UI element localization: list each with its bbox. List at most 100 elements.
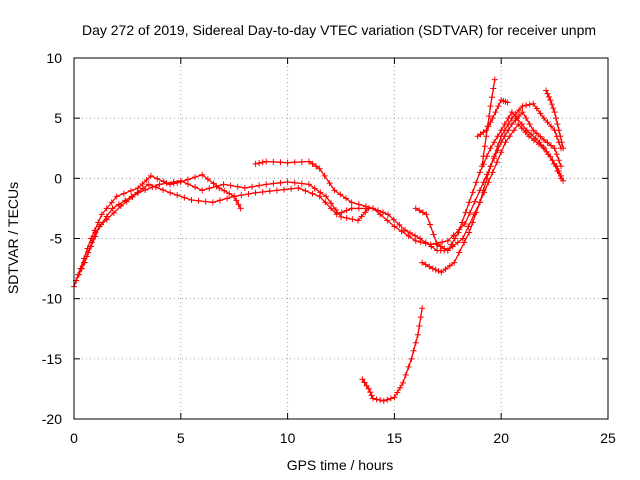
data-point (417, 314, 424, 321)
data-point (234, 183, 241, 190)
data-point (342, 195, 349, 202)
data-point (545, 151, 552, 158)
data-point (504, 99, 511, 106)
data-point (560, 177, 567, 184)
data-point (359, 376, 366, 383)
data-point (459, 235, 466, 242)
data-point (277, 159, 284, 166)
data-point (380, 397, 387, 404)
data-point (548, 142, 555, 149)
data-point (530, 100, 537, 107)
data-point (88, 243, 95, 250)
data-point (177, 177, 184, 184)
data-point (349, 216, 356, 223)
data-point (147, 172, 154, 179)
data-point (430, 231, 437, 238)
data-point (256, 182, 263, 189)
x-axis-label: GPS time / hours (287, 457, 394, 473)
data-point (213, 183, 220, 190)
data-point (455, 229, 462, 236)
data-point (305, 158, 312, 165)
data-point (419, 259, 426, 266)
data-point (108, 199, 115, 206)
data-point (490, 85, 497, 92)
data-point (416, 207, 423, 214)
data-point (435, 267, 442, 274)
data-point (481, 189, 488, 196)
data-point (557, 133, 564, 140)
data-point (316, 165, 323, 172)
data-point (139, 180, 146, 187)
data-point (402, 227, 409, 234)
data-point (480, 153, 487, 160)
data-point (422, 261, 429, 268)
data-point (492, 109, 499, 116)
data-point (491, 76, 498, 83)
data-point (417, 235, 424, 242)
data-point (553, 115, 560, 122)
data-point (199, 187, 206, 194)
data-point (245, 190, 252, 197)
data-point (489, 115, 496, 122)
data-point (252, 189, 259, 196)
data-point (266, 188, 273, 195)
data-point (323, 193, 330, 200)
series-track-6 (419, 121, 567, 276)
data-point (363, 382, 370, 389)
data-point (142, 186, 149, 193)
data-point (377, 397, 384, 404)
data-point (456, 249, 463, 256)
data-point (227, 182, 234, 189)
data-point (184, 180, 191, 187)
data-point (519, 103, 526, 110)
data-point (163, 180, 170, 187)
series-track-8 (478, 76, 498, 170)
data-point (375, 207, 382, 214)
data-point (284, 178, 291, 185)
data-point (98, 211, 105, 218)
data-point (398, 228, 405, 235)
data-point (535, 141, 542, 148)
data-point (551, 145, 558, 152)
data-point (263, 158, 270, 165)
data-point (439, 239, 446, 246)
data-point (399, 379, 406, 386)
data-point (309, 190, 316, 197)
data-point (337, 191, 344, 198)
data-point (426, 263, 433, 270)
data-point (451, 235, 458, 242)
data-point (540, 115, 547, 122)
data-point (429, 265, 436, 272)
data-point (537, 133, 544, 140)
data-point (241, 184, 248, 191)
data-point (550, 105, 557, 112)
data-point (291, 159, 298, 166)
plot-data (71, 76, 567, 404)
data-point (384, 217, 391, 224)
data-point (522, 129, 529, 136)
data-point (259, 188, 266, 195)
data-point (549, 157, 556, 164)
data-point (412, 339, 419, 346)
data-point (92, 233, 99, 240)
data-point (506, 133, 513, 140)
data-point (291, 179, 298, 186)
data-point (446, 262, 453, 269)
data-point (442, 265, 449, 272)
data-point (380, 209, 387, 216)
data-point (451, 259, 458, 266)
y-tick-label: -5 (50, 231, 63, 247)
data-point (110, 209, 117, 216)
y-tick-label: 0 (54, 170, 62, 186)
data-point (361, 379, 368, 386)
data-point (281, 186, 288, 193)
data-point (365, 385, 372, 392)
data-point (238, 192, 245, 199)
data-point (277, 179, 284, 186)
data-point (249, 183, 255, 190)
data-point (370, 395, 377, 402)
data-point (428, 243, 435, 250)
data-point (328, 200, 335, 207)
data-point (491, 153, 498, 160)
